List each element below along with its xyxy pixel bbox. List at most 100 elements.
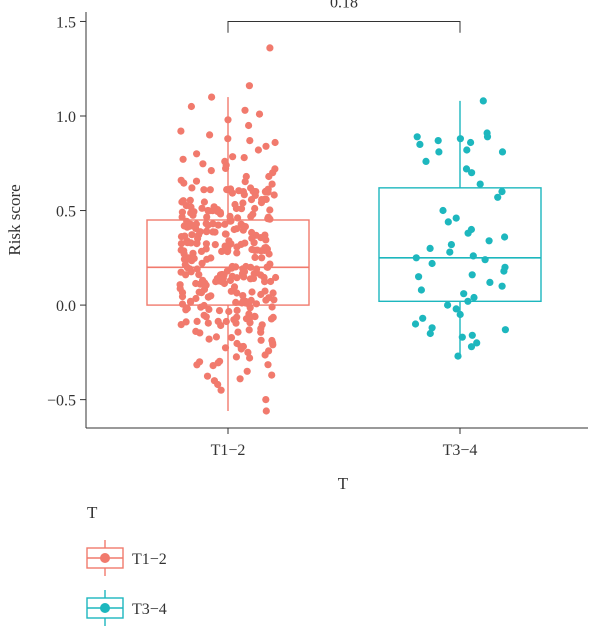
data-point [180, 247, 188, 255]
data-point [218, 247, 226, 255]
data-point [205, 335, 213, 343]
data-point [270, 191, 278, 199]
data-point [200, 301, 208, 310]
data-point [241, 106, 249, 114]
data-point [248, 234, 256, 242]
data-point [243, 367, 251, 375]
data-point [244, 348, 252, 356]
data-point [261, 278, 269, 286]
data-point [454, 352, 462, 360]
data-point [269, 289, 277, 297]
data-point [467, 343, 476, 351]
data-point [237, 205, 246, 213]
data-point [219, 274, 227, 282]
data-point [452, 305, 460, 313]
data-point [187, 102, 195, 111]
data-point [247, 196, 256, 204]
data-point [233, 243, 241, 251]
data-point [212, 333, 220, 341]
data-point [263, 263, 271, 271]
y-axis-label: Risk score [5, 184, 24, 255]
data-point [264, 361, 272, 369]
data-point [255, 110, 264, 118]
data-point [426, 329, 434, 338]
data-point [177, 127, 185, 135]
data-point [447, 241, 455, 249]
data-point [226, 276, 234, 285]
data-point [250, 270, 258, 278]
bracket-line [227, 20, 461, 33]
data-point [224, 116, 232, 124]
data-point [268, 303, 276, 311]
data-point [190, 254, 198, 262]
data-point [245, 121, 253, 130]
data-point [468, 271, 476, 279]
data-point [190, 208, 198, 216]
data-point [239, 199, 247, 207]
data-point [500, 267, 508, 275]
data-point [214, 317, 222, 325]
data-point [200, 198, 208, 206]
data-point [262, 407, 270, 415]
data-point [481, 256, 489, 264]
data-point [251, 204, 259, 213]
data-point [246, 137, 254, 145]
data-point [232, 263, 240, 271]
data-point [193, 265, 201, 273]
data-point [264, 213, 272, 221]
data-point [200, 311, 208, 319]
data-point [417, 286, 425, 294]
data-point [460, 290, 468, 298]
data-point [468, 169, 476, 177]
data-point [233, 306, 241, 314]
data-point [221, 344, 230, 352]
data-point [178, 198, 186, 206]
data-point [262, 396, 270, 404]
data-point [202, 240, 210, 248]
data-point [245, 326, 253, 334]
data-point [203, 213, 211, 221]
data-point [267, 277, 275, 286]
data-point [463, 146, 471, 154]
data-point [177, 233, 186, 241]
data-point [180, 222, 188, 230]
data-point [235, 187, 243, 195]
data-point [211, 241, 219, 249]
data-point [192, 220, 200, 228]
data-point [498, 282, 506, 290]
data-point [261, 287, 269, 295]
legend-title: T [87, 503, 98, 522]
data-point [262, 236, 270, 244]
data-point [270, 296, 278, 304]
data-point [221, 230, 229, 238]
data-point [412, 254, 420, 262]
data-point [246, 354, 254, 362]
data-point [177, 240, 185, 248]
data-point [233, 274, 241, 282]
legend-key-point [100, 553, 110, 563]
data-point [456, 310, 464, 319]
data-point [248, 288, 256, 296]
data-point [197, 247, 206, 255]
data-point [241, 239, 249, 247]
data-point [257, 336, 265, 344]
data-point [469, 252, 477, 260]
points [176, 44, 509, 415]
data-point [415, 273, 423, 281]
data-point [268, 336, 276, 345]
axes [85, 12, 588, 429]
data-point [192, 294, 200, 303]
legend-key-point [100, 603, 110, 613]
data-point [444, 218, 452, 226]
data-point [498, 148, 507, 156]
data-point [209, 228, 217, 236]
data-point [199, 160, 207, 168]
data-point [193, 361, 201, 369]
data-point [205, 293, 213, 301]
data-point [216, 208, 224, 216]
data-point [206, 186, 214, 194]
y-tick-label: 1.0 [56, 109, 76, 126]
data-point [494, 193, 502, 201]
data-point [176, 281, 184, 289]
data-point [264, 185, 272, 193]
